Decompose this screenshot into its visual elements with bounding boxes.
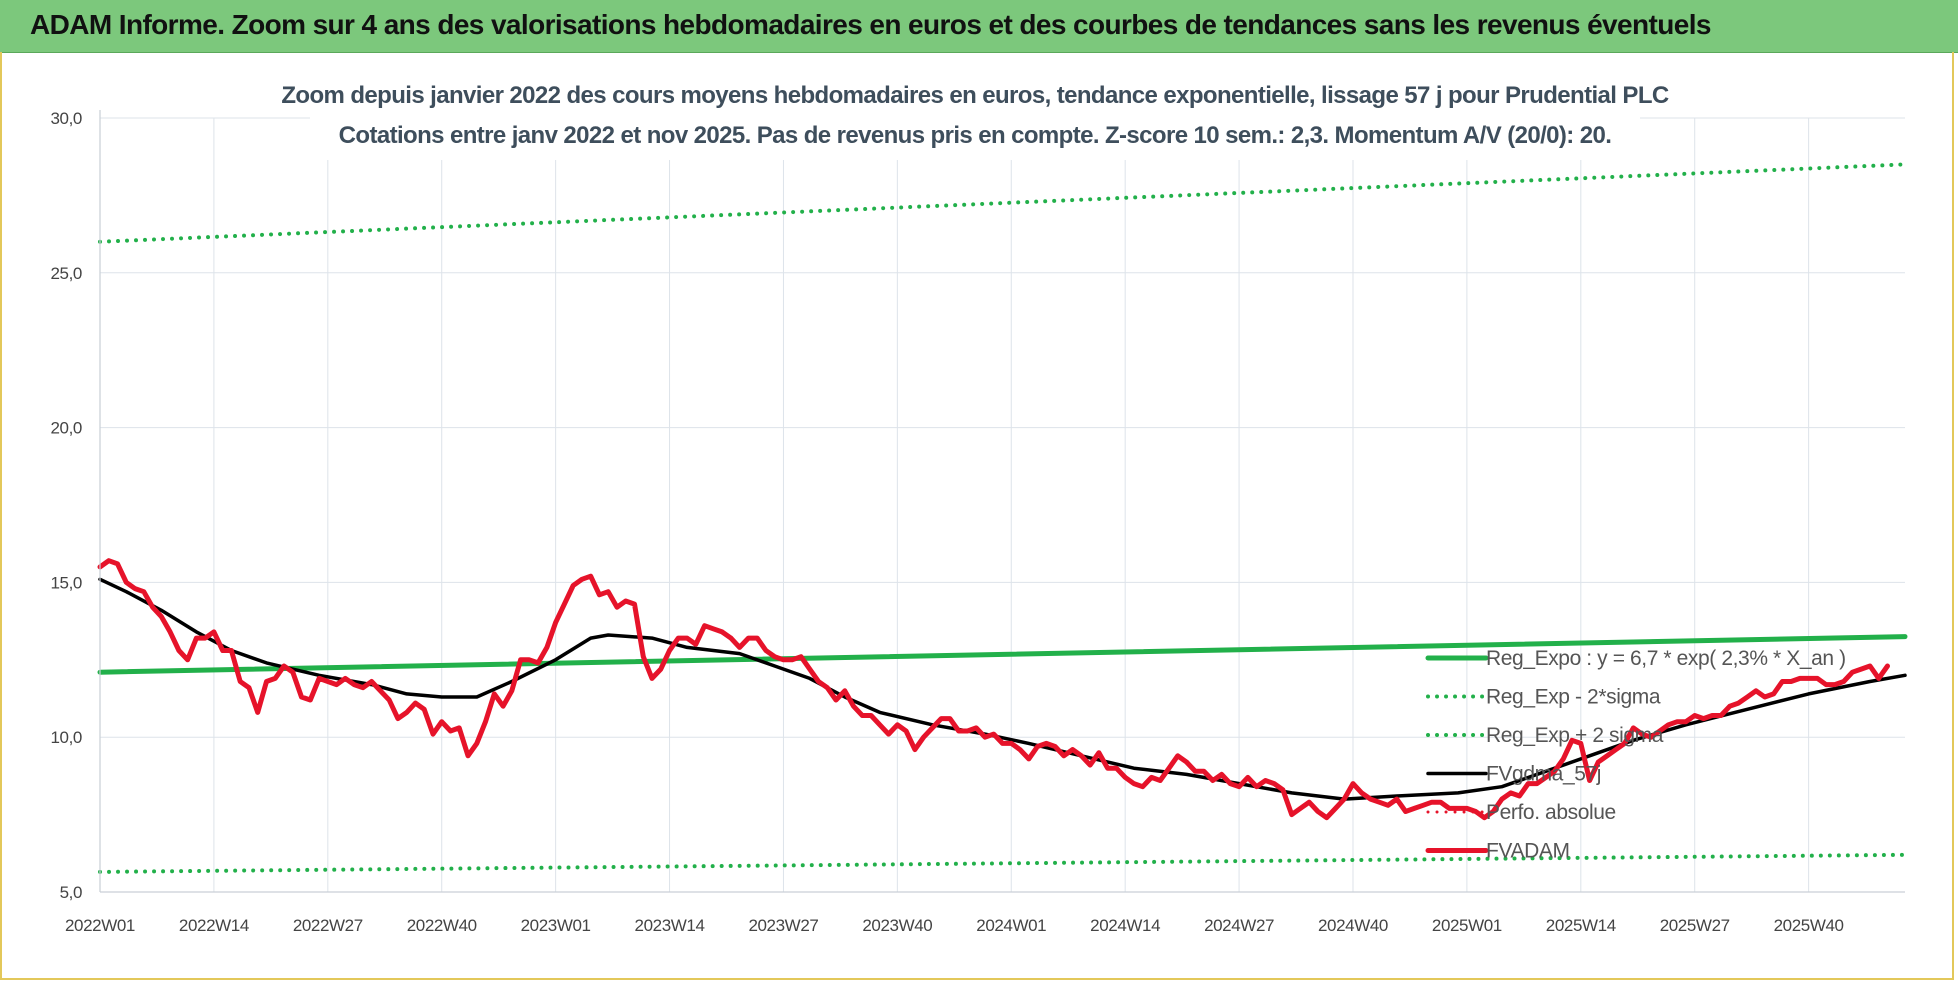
y-tick-label: 20,0 <box>51 419 83 438</box>
series-line-1 <box>98 852 1907 874</box>
axes: 2022W01 2022W14 2022W27 2022W40 2023W01 2023W… <box>51 109 1905 935</box>
chart-subtitle-line2: Cotations entre janv 2022 et nov 2025. P… <box>339 122 1612 149</box>
series-line-2 <box>98 162 1907 244</box>
x-tick-label: 2022W27 <box>293 916 363 935</box>
x-tick-label: 2024W14 <box>1090 916 1160 935</box>
y-tick-label: 10,0 <box>51 728 83 747</box>
title-banner: ADAM Informe. Zoom sur 4 ans des valoris… <box>0 0 1958 53</box>
x-tick-label: 2023W40 <box>862 916 932 935</box>
x-tick-label: 2025W01 <box>1432 916 1502 935</box>
legend: Reg_Expo : y = 6,7 * exp( 2,3% * X_an ) R… <box>1425 647 1846 863</box>
x-tick-label: 2024W01 <box>976 916 1046 935</box>
legend-label: Reg_Exp - 2*sigma <box>1486 686 1661 709</box>
gridlines <box>99 117 1905 893</box>
y-tick-label: 5,0 <box>60 883 82 902</box>
x-tick-label: 2024W40 <box>1318 916 1388 935</box>
series-line-0 <box>97 634 1908 675</box>
x-tick-label: 2022W01 <box>65 916 135 935</box>
x-tick-label: 2023W27 <box>748 916 818 935</box>
chart-subtitle-line1: Zoom depuis janvier 2022 des cours moyen… <box>281 82 1669 109</box>
legend-label: Perfo. absolue <box>1486 801 1616 824</box>
y-tick-label: 25,0 <box>51 264 83 283</box>
x-tick-label: 2025W40 <box>1774 916 1844 935</box>
x-tick-label: 2023W01 <box>521 916 591 935</box>
series-line-5 <box>97 558 1890 821</box>
legend-label: Reg_Exp + 2 sigma <box>1486 724 1664 747</box>
banner-title: ADAM Informe. Zoom sur 4 ans des valoris… <box>30 9 1711 40</box>
x-tick-label: 2025W27 <box>1660 916 1730 935</box>
legend-label: FVADAM <box>1486 840 1570 863</box>
series-layer <box>97 162 1908 874</box>
x-tick-label: 2025W14 <box>1546 916 1616 935</box>
legend-label: Reg_Expo : y = 6,7 * exp( 2,3% * X_an ) <box>1486 647 1846 670</box>
y-tick-label: 30,0 <box>51 109 83 128</box>
x-tick-label: 2024W27 <box>1204 916 1274 935</box>
y-tick-label: 15,0 <box>51 573 83 592</box>
x-tick-label: 2023W14 <box>635 916 705 935</box>
series-line-3 <box>98 577 1907 801</box>
chart-frame <box>0 52 1954 980</box>
x-tick-label: 2022W40 <box>407 916 477 935</box>
subtitle-background <box>310 74 1640 160</box>
x-tick-label: 2022W14 <box>179 916 249 935</box>
legend-label: FVgdma_57j <box>1486 763 1601 786</box>
